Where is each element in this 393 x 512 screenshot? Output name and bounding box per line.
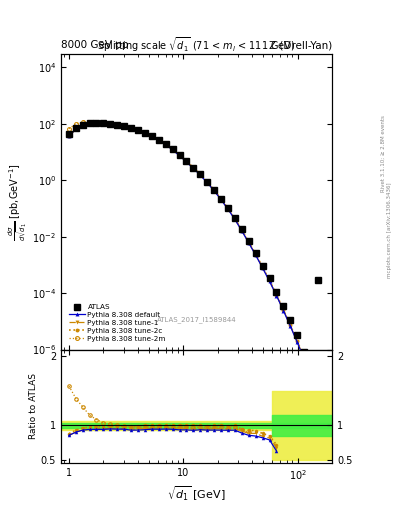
- Legend: ATLAS, Pythia 8.308 default, Pythia 8.308 tune-1, Pythia 8.308 tune-2c, Pythia 8: ATLAS, Pythia 8.308 default, Pythia 8.30…: [67, 303, 167, 343]
- Y-axis label: Ratio to ATLAS: Ratio to ATLAS: [29, 373, 38, 439]
- X-axis label: $\sqrt{d_{1}}$ [GeV]: $\sqrt{d_{1}}$ [GeV]: [167, 485, 226, 503]
- Text: mcplots.cern.ch [arXiv:1306.3436]: mcplots.cern.ch [arXiv:1306.3436]: [387, 183, 391, 278]
- Text: Z (Drell-Yan): Z (Drell-Yan): [269, 40, 332, 50]
- Text: Rivet 3.1.10; ≥ 2.8M events: Rivet 3.1.10; ≥ 2.8M events: [381, 115, 386, 192]
- Text: ATLAS_2017_I1589844: ATLAS_2017_I1589844: [157, 316, 236, 324]
- Text: 8000 GeV pp: 8000 GeV pp: [61, 40, 129, 50]
- Y-axis label: $\frac{d\sigma}{d\sqrt{d_{1}}}$ [pb,GeV$^{-1}$]: $\frac{d\sigma}{d\sqrt{d_{1}}}$ [pb,GeV$…: [7, 163, 31, 241]
- Title: Splitting scale $\sqrt{d_1}$ (71 < $m_l$ < 111 GeV): Splitting scale $\sqrt{d_1}$ (71 < $m_l$…: [97, 35, 296, 54]
